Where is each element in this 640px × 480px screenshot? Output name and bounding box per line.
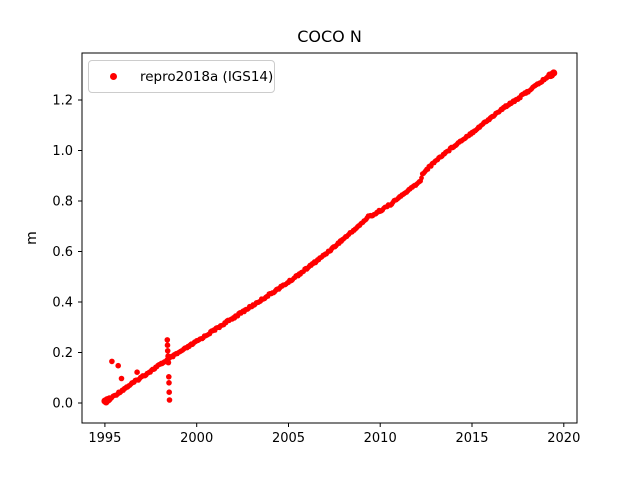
y-axis-label: m — [24, 231, 40, 245]
scatter-series — [101, 69, 558, 406]
y-tick-label: 0.6 — [52, 245, 73, 260]
x-tick-label: 2005 — [272, 431, 305, 446]
x-tick-label: 2015 — [455, 431, 488, 446]
legend-entry-label: repro2018a (IGS14) — [140, 68, 274, 85]
x-tick-label: 2010 — [364, 431, 397, 446]
y-tick-label: 0.4 — [52, 296, 73, 311]
outlier-point — [166, 389, 172, 396]
y-tick-label: 0.8 — [52, 195, 73, 210]
plot-frame — [81, 52, 578, 424]
outlier-point — [166, 374, 172, 380]
legend: repro2018a (IGS14) — [88, 60, 275, 93]
data-point — [419, 175, 424, 181]
outlier-point — [166, 380, 172, 386]
outlier-point — [165, 353, 171, 359]
x-tick-label: 2000 — [180, 431, 213, 446]
y-tick-label: 0.2 — [52, 346, 73, 361]
data-point — [550, 69, 558, 77]
outlier-point — [166, 397, 173, 403]
chart-title: COCO N — [297, 27, 362, 46]
outlier-point — [164, 348, 171, 354]
y-tick-label: 1.2 — [52, 94, 73, 109]
x-tick-label: 2020 — [547, 431, 580, 446]
legend-dot-marker-icon — [110, 73, 117, 80]
x-tick-label: 1995 — [88, 431, 121, 446]
outlier-point — [118, 375, 125, 382]
y-tick-label: 1.0 — [52, 144, 73, 159]
outlier-point — [164, 342, 171, 349]
outlier-point — [134, 369, 140, 376]
outlier-point — [115, 362, 121, 369]
outlier-point — [164, 337, 171, 343]
y-tick-label: 0.0 — [52, 397, 73, 412]
outlier-point — [165, 359, 172, 366]
outlier-point — [109, 358, 115, 365]
